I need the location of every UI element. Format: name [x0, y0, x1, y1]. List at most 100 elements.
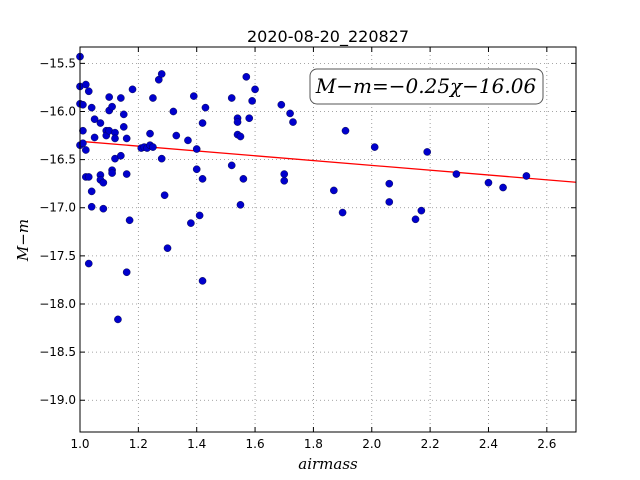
data-point — [227, 161, 236, 170]
data-point — [192, 145, 201, 153]
y-axis-label: M−m — [14, 219, 32, 262]
data-point — [484, 178, 493, 187]
fit-line-layer — [79, 140, 577, 183]
x-tick-label: 1.8 — [304, 437, 323, 451]
y-tick-label: −17.0 — [39, 201, 76, 215]
data-point — [157, 70, 166, 78]
data-point — [172, 131, 181, 140]
data-point — [277, 100, 286, 109]
data-point — [119, 123, 128, 131]
data-point — [227, 94, 236, 102]
x-tick-label: 1.4 — [187, 437, 206, 451]
y-tick-label: −19.0 — [39, 393, 76, 407]
data-point — [370, 143, 379, 151]
data-point — [184, 136, 192, 145]
data-point — [122, 134, 131, 143]
data-point — [289, 118, 297, 126]
data-point — [195, 211, 204, 220]
fit-equation-label: M−m=−0.25χ−16.06 — [315, 74, 537, 98]
data-point — [119, 110, 128, 119]
equation-box-frame — [309, 68, 544, 105]
axis-ticks — [79, 47, 576, 432]
y-tick-label: −18.5 — [39, 345, 76, 359]
data-point — [198, 175, 207, 183]
data-point — [90, 115, 99, 123]
data-point — [79, 126, 87, 135]
data-point — [198, 277, 207, 285]
data-point — [84, 259, 93, 268]
data-point — [87, 103, 96, 112]
data-point — [108, 169, 116, 177]
fit-line — [79, 140, 577, 183]
x-tick-label: 2.0 — [362, 437, 381, 451]
data-point — [111, 134, 119, 143]
data-point — [117, 151, 125, 160]
data-point — [82, 80, 90, 89]
x-tick-labels: 1.0 1.2 1.4 1.6 1.8 2.0 2.2 2.4 2.6 — [70, 437, 556, 451]
data-point — [192, 165, 201, 174]
data-point — [423, 148, 432, 156]
data-point — [242, 73, 251, 81]
data-point — [286, 109, 294, 118]
data-point — [522, 172, 531, 180]
data-point — [87, 202, 96, 211]
plot-area — [80, 47, 576, 432]
data-point — [239, 175, 248, 183]
grid-lines — [79, 47, 576, 432]
x-tick-label: 1.6 — [246, 437, 265, 451]
x-tick-label: 2.6 — [537, 437, 556, 451]
data-point — [341, 126, 350, 135]
data-point — [79, 139, 87, 148]
data-point — [99, 178, 108, 187]
data-point — [385, 179, 394, 188]
data-point — [79, 100, 87, 109]
data-point — [146, 129, 154, 138]
data-point — [128, 85, 137, 94]
data-point — [236, 132, 245, 141]
fit-equation-box: M−m=−0.25χ−16.06 — [309, 68, 544, 105]
data-point — [201, 103, 210, 112]
data-point — [122, 268, 131, 277]
data-point — [189, 92, 198, 100]
data-point — [417, 206, 426, 215]
y-tick-label: −18.0 — [39, 297, 76, 311]
data-point — [187, 219, 195, 227]
data-point — [338, 208, 347, 217]
data-point — [248, 97, 256, 105]
y-tick-label: −16.5 — [39, 153, 76, 167]
data-point — [125, 216, 134, 225]
data-point — [157, 154, 166, 163]
y-tick-label: −15.5 — [39, 56, 76, 70]
data-point — [90, 133, 99, 142]
data-point — [280, 176, 289, 185]
data-point — [82, 146, 90, 154]
data-point — [169, 107, 178, 116]
data-point — [99, 204, 108, 213]
data-point — [251, 85, 259, 94]
data-point — [330, 186, 338, 195]
data-point — [280, 170, 289, 178]
data-point — [233, 118, 242, 126]
data-points — [76, 52, 531, 324]
x-tick-label: 2.4 — [479, 437, 498, 451]
y-tick-label: −17.5 — [39, 249, 76, 263]
data-point — [105, 93, 113, 101]
y-tick-label: −16.0 — [39, 104, 76, 118]
data-point — [117, 94, 125, 102]
data-point — [84, 173, 93, 181]
data-point — [160, 191, 169, 200]
data-point — [108, 102, 116, 111]
data-point — [149, 94, 157, 102]
data-point — [245, 114, 254, 123]
data-point — [236, 201, 245, 209]
data-point — [411, 215, 420, 224]
x-tick-label: 1.2 — [129, 437, 148, 451]
data-point — [198, 119, 207, 127]
y-tick-labels: −15.5 −16.0 −16.5 −17.0 −17.5 −18.0 −18.5 −19.0 — [39, 56, 76, 407]
data-point — [87, 187, 96, 196]
data-point — [163, 244, 172, 252]
data-point — [122, 170, 131, 178]
chart-title: 2020-08-20_220827 — [247, 27, 409, 47]
plot-frame — [79, 46, 577, 433]
